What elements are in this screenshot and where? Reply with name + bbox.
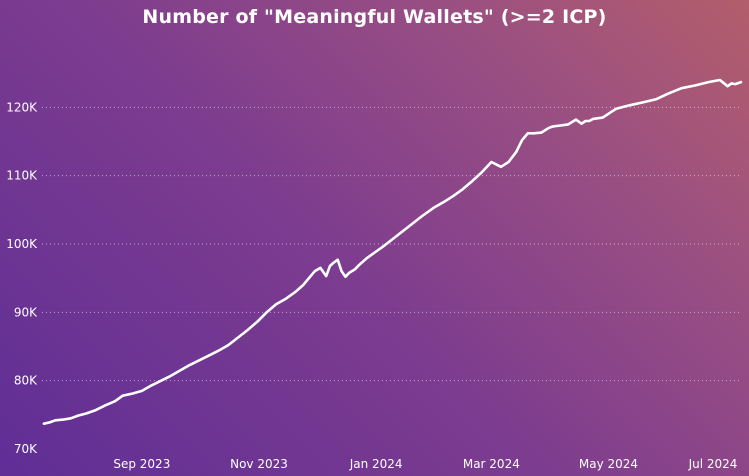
y-tick-label: 80K bbox=[14, 374, 38, 388]
y-tick-label: 90K bbox=[14, 305, 38, 319]
x-tick-label: Mar 2024 bbox=[463, 457, 520, 471]
y-tick-label: 70K bbox=[14, 442, 38, 456]
x-tick-label: May 2024 bbox=[579, 457, 638, 471]
y-tick-label: 100K bbox=[6, 237, 38, 251]
y-tick-label: 110K bbox=[6, 169, 38, 183]
x-tick-label: Sep 2023 bbox=[113, 457, 170, 471]
x-tick-label: Nov 2023 bbox=[230, 457, 288, 471]
x-tick-label: Jul 2024 bbox=[688, 457, 738, 471]
chart-title: Number of "Meaningful Wallets" (>=2 ICP) bbox=[142, 6, 607, 28]
series-line bbox=[42, 78, 743, 426]
x-tick-label: Jan 2024 bbox=[349, 457, 403, 471]
y-tick-label: 120K bbox=[6, 100, 38, 114]
